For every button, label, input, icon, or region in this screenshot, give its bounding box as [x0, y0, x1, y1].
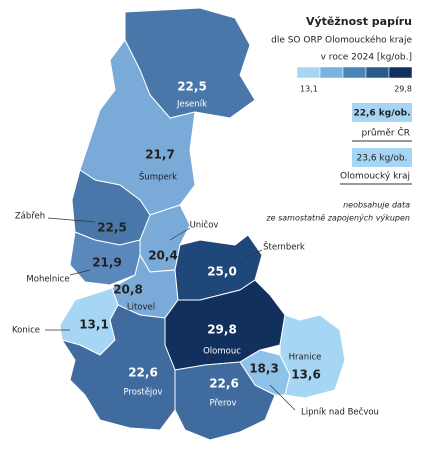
title: Výtěžnost papíru — [306, 15, 412, 28]
region-name: Šumperk — [139, 171, 177, 183]
region-value: 21,9 — [92, 256, 122, 270]
legend-swatch — [319, 66, 344, 79]
comparison-box — [352, 148, 412, 167]
region — [279, 314, 346, 399]
side-panel: Výtěžnost papíru dle SO ORP Olomouckého … — [265, 15, 412, 223]
legend-swatch — [342, 66, 367, 79]
region-name: Mohelnice — [26, 275, 69, 285]
region-value: 22,6 — [128, 366, 158, 380]
comparison-label: průměr ČR — [361, 127, 410, 139]
comparison-box — [352, 103, 412, 122]
region-value: 22,5 — [177, 80, 207, 94]
region-value: 21,7 — [145, 148, 175, 162]
region-value: 25,0 — [207, 265, 237, 279]
region-name: Šternberk — [263, 241, 305, 253]
regions — [59, 7, 346, 441]
region-name: Olomouc — [203, 347, 241, 357]
region-value: 20,4 — [148, 249, 178, 263]
region-value: 20,8 — [113, 283, 143, 297]
legend-swatch — [388, 66, 413, 79]
region-value: 18,3 — [249, 362, 279, 376]
subtitle: dle SO ORP Olomouckého kraje — [271, 35, 412, 46]
comparison-label: Olomoucký kraj — [340, 172, 410, 182]
subtitle: v roce 2024 [kg/ob.] — [321, 53, 412, 63]
region-value: 29,8 — [207, 323, 237, 337]
note: ze samostatně zapojených výkupen — [265, 213, 410, 223]
leader-line — [244, 249, 263, 259]
region-name: Uničov — [190, 220, 219, 231]
region-name: Jeseník — [176, 100, 207, 110]
leader-line — [269, 384, 296, 411]
region-name: Litovel — [127, 303, 155, 313]
region-value: 13,1 — [79, 318, 109, 332]
note: neobsahuje data — [343, 201, 410, 210]
region-value: 22,5 — [97, 221, 127, 235]
region-value: 22,6 — [209, 377, 239, 391]
leader-line — [69, 269, 91, 276]
leader-lines — [45, 217, 296, 411]
region-name: Zábřeh — [15, 212, 45, 222]
region-name: Přerov — [209, 399, 236, 409]
legend-swatch — [365, 66, 390, 79]
region-name: Lipník nad Bečvou — [301, 407, 379, 418]
legend-min: 13,1 — [300, 85, 318, 94]
legend-bar — [296, 66, 413, 79]
comparison-value: 22,6 kg/ob. — [353, 109, 410, 119]
region — [61, 304, 176, 431]
legend-max: 29,8 — [394, 85, 412, 94]
region-name: Konice — [12, 326, 40, 336]
region-value: 13,6 — [291, 368, 321, 382]
leader-line — [47, 217, 96, 223]
comparison-value: 23,6 kg/ob. — [357, 154, 408, 164]
region-name: Prostějov — [123, 388, 162, 398]
leader-line — [169, 227, 191, 241]
region — [174, 361, 276, 441]
legend-swatch — [296, 66, 321, 79]
labels: 22,5 Jeseník 21,7 Šumperk 22,5 Zábřeh 20… — [12, 80, 379, 418]
region-name: Hranice — [289, 353, 322, 363]
